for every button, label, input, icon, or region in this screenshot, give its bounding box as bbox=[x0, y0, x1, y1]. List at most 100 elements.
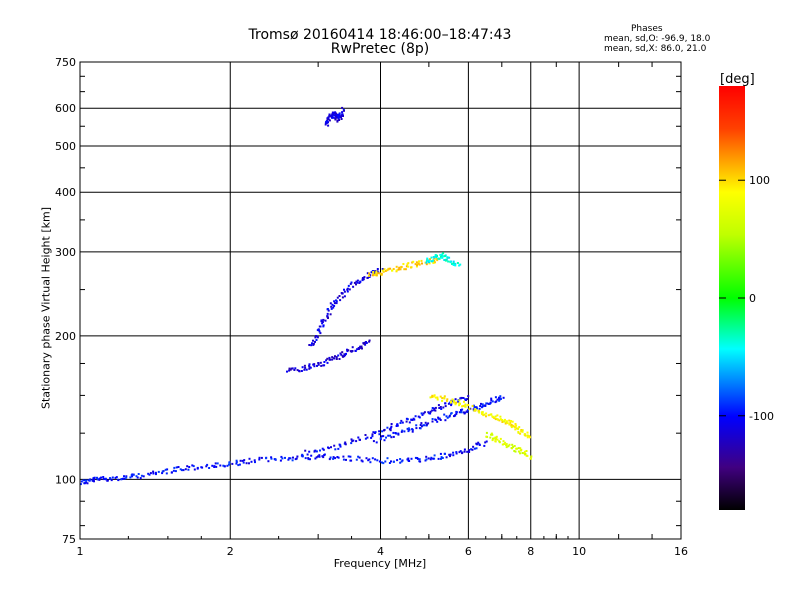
data-point bbox=[324, 123, 327, 126]
data-point bbox=[292, 456, 294, 459]
data-point bbox=[152, 472, 155, 475]
data-point bbox=[525, 454, 528, 457]
data-point bbox=[407, 459, 410, 462]
data-point bbox=[309, 458, 311, 461]
data-point bbox=[327, 124, 330, 127]
data-point bbox=[410, 266, 413, 269]
data-point bbox=[306, 453, 309, 456]
data-point bbox=[182, 469, 185, 472]
data-point bbox=[470, 448, 473, 451]
data-point bbox=[414, 456, 417, 459]
data-point bbox=[445, 399, 448, 402]
data-point bbox=[400, 419, 403, 422]
data-point bbox=[395, 425, 398, 427]
data-point bbox=[426, 257, 429, 260]
data-point bbox=[161, 472, 164, 475]
data-point bbox=[526, 436, 529, 439]
data-point bbox=[519, 447, 522, 450]
data-point bbox=[473, 447, 476, 450]
data-point bbox=[454, 398, 457, 401]
data-point bbox=[322, 318, 325, 321]
colorbar-tick-label: -100 bbox=[749, 410, 774, 423]
data-point bbox=[447, 402, 450, 405]
data-point bbox=[355, 280, 358, 283]
data-point bbox=[317, 362, 320, 364]
data-point bbox=[449, 261, 452, 264]
data-point bbox=[357, 347, 360, 349]
y-axis-label: Stationary phase Virtual Height [km] bbox=[39, 206, 53, 410]
data-point bbox=[339, 352, 342, 355]
data-point bbox=[314, 449, 317, 452]
data-point bbox=[154, 471, 157, 474]
data-point bbox=[347, 284, 350, 287]
data-point bbox=[303, 368, 306, 371]
data-point bbox=[382, 435, 385, 438]
data-point bbox=[485, 402, 488, 405]
data-point bbox=[323, 364, 326, 367]
data-point bbox=[332, 456, 335, 459]
data-point bbox=[424, 459, 427, 462]
data-point bbox=[346, 290, 349, 293]
data-point bbox=[434, 406, 437, 409]
data-point bbox=[372, 271, 375, 273]
data-point bbox=[371, 433, 374, 436]
data-point bbox=[522, 452, 525, 455]
data-point bbox=[381, 430, 384, 433]
data-point bbox=[434, 396, 437, 399]
data-point bbox=[147, 472, 150, 475]
data-point bbox=[440, 254, 443, 257]
data-point bbox=[284, 456, 286, 459]
data-point bbox=[300, 370, 303, 372]
data-point bbox=[454, 403, 457, 406]
data-point bbox=[355, 458, 358, 461]
data-point bbox=[423, 424, 426, 427]
data-point bbox=[440, 457, 442, 460]
data-point bbox=[369, 461, 372, 464]
data-point bbox=[420, 422, 423, 425]
data-point bbox=[359, 438, 361, 441]
data-point bbox=[215, 465, 218, 468]
data-point bbox=[303, 364, 306, 367]
data-point bbox=[430, 256, 433, 259]
data-point bbox=[455, 411, 458, 414]
data-point bbox=[301, 455, 304, 458]
data-point bbox=[454, 262, 457, 265]
data-point bbox=[341, 114, 344, 117]
data-point bbox=[463, 400, 465, 403]
data-point bbox=[361, 347, 363, 350]
data-point bbox=[443, 396, 446, 399]
data-point bbox=[228, 463, 230, 466]
data-point bbox=[166, 468, 169, 471]
data-point bbox=[485, 431, 488, 434]
data-point bbox=[111, 476, 114, 479]
data-point bbox=[455, 451, 458, 454]
data-point bbox=[372, 431, 375, 434]
data-point bbox=[428, 261, 430, 264]
data-point bbox=[357, 436, 360, 439]
data-point bbox=[308, 367, 311, 370]
data-point bbox=[120, 478, 123, 480]
data-point bbox=[411, 428, 414, 431]
data-point bbox=[289, 368, 292, 371]
data-point bbox=[452, 454, 455, 457]
data-point bbox=[459, 450, 462, 453]
data-point bbox=[288, 457, 291, 460]
data-point bbox=[123, 477, 126, 480]
data-point bbox=[328, 356, 331, 359]
data-point bbox=[418, 458, 421, 461]
data-point bbox=[328, 115, 331, 118]
data-point bbox=[392, 268, 395, 270]
data-point bbox=[330, 307, 333, 310]
data-point bbox=[326, 357, 329, 360]
data-point bbox=[365, 457, 368, 460]
data-point bbox=[334, 117, 337, 120]
data-point bbox=[408, 421, 411, 424]
data-point bbox=[301, 366, 304, 369]
data-point bbox=[518, 426, 521, 429]
data-point bbox=[86, 482, 89, 485]
data-point bbox=[397, 268, 400, 271]
data-point bbox=[319, 361, 322, 364]
data-point bbox=[380, 435, 383, 438]
data-point bbox=[258, 458, 261, 461]
data-point bbox=[351, 350, 354, 352]
